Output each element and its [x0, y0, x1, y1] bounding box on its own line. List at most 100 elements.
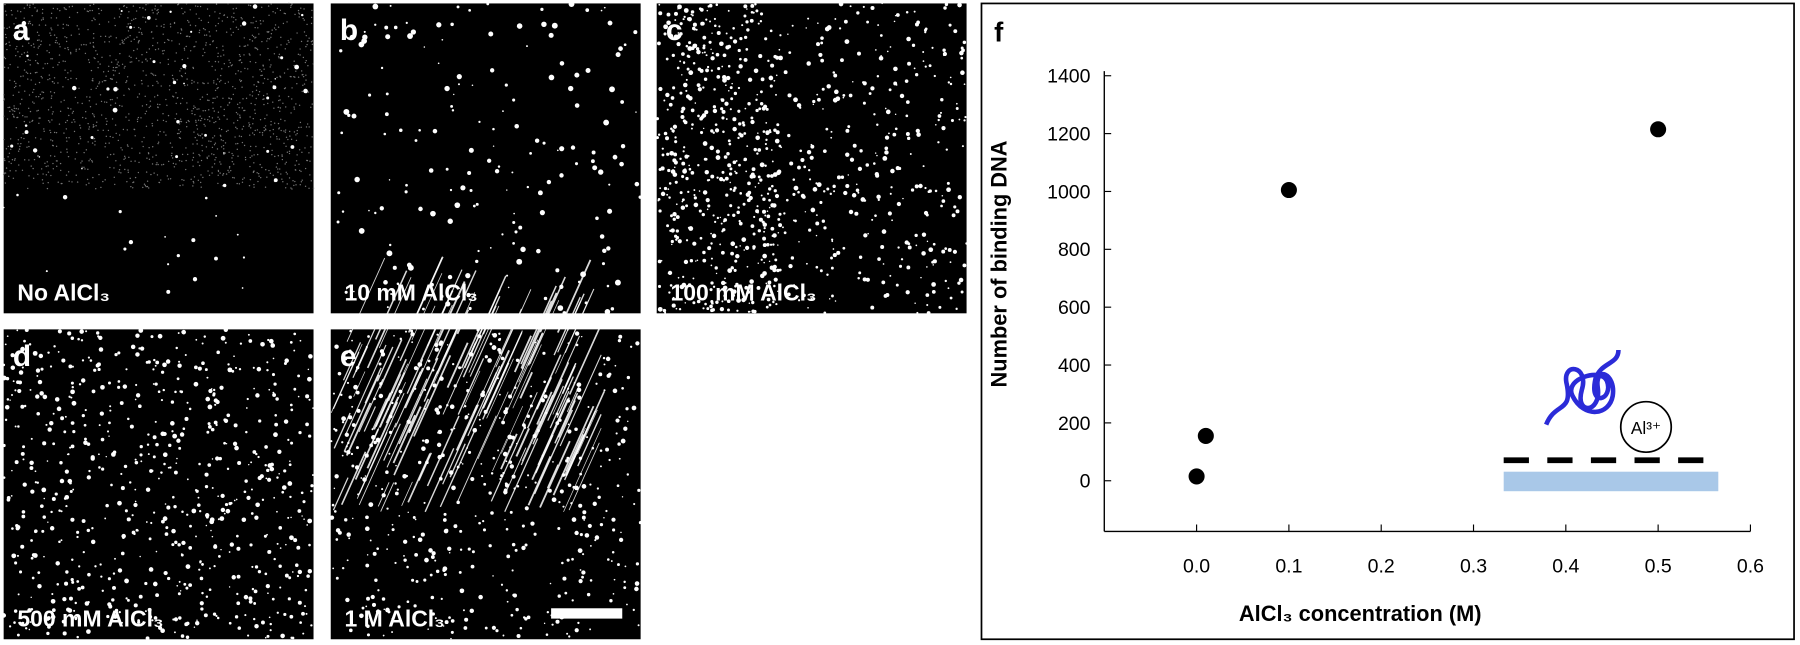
speckle — [657, 41, 661, 45]
speckle — [138, 60, 139, 61]
speckle — [112, 70, 113, 71]
speckle — [741, 237, 746, 242]
speckle — [76, 152, 77, 153]
speckle — [688, 155, 690, 157]
speckle — [66, 174, 67, 175]
speckle — [25, 130, 29, 134]
speckle — [43, 395, 48, 400]
speckle — [240, 59, 241, 60]
speckle — [163, 452, 168, 457]
speckle — [271, 29, 272, 30]
speckle — [207, 94, 208, 95]
speckle — [757, 132, 759, 134]
speckle — [16, 117, 17, 118]
speckle — [237, 143, 238, 144]
speckle — [386, 508, 388, 510]
speckle — [101, 101, 102, 102]
speckle — [18, 108, 19, 109]
speckle — [686, 45, 689, 48]
speckle — [257, 181, 258, 182]
speckle — [351, 453, 353, 455]
speckle — [128, 113, 129, 114]
speckle — [70, 397, 72, 399]
speckle — [621, 144, 625, 148]
speckle — [108, 577, 111, 580]
speckle — [278, 526, 282, 530]
speckle — [68, 49, 69, 50]
speckle — [279, 54, 280, 55]
speckle — [189, 408, 192, 411]
speckle — [779, 34, 781, 36]
speckle — [148, 453, 150, 455]
speckle — [263, 147, 264, 148]
speckle — [69, 17, 70, 18]
speckle — [80, 138, 81, 139]
speckle — [734, 171, 736, 173]
speckle — [236, 601, 240, 605]
speckle — [750, 120, 754, 124]
speckle — [212, 41, 213, 42]
speckle — [762, 237, 766, 241]
speckle — [512, 543, 516, 547]
speckle — [286, 21, 287, 22]
speckle — [68, 171, 69, 172]
speckle — [91, 70, 92, 71]
speckle — [29, 60, 30, 61]
speckle — [49, 130, 50, 131]
speckle — [658, 209, 661, 212]
speckle — [507, 601, 509, 603]
speckle — [95, 125, 96, 126]
speckle — [49, 74, 50, 75]
speckle — [253, 186, 254, 187]
speckle — [914, 303, 915, 304]
speckle — [81, 586, 85, 590]
speckle — [763, 243, 767, 247]
speckle — [950, 83, 952, 85]
speckle — [152, 163, 153, 164]
speckle — [134, 84, 135, 85]
speckle — [13, 116, 14, 117]
speckle — [187, 109, 188, 110]
speckle — [153, 435, 157, 439]
speckle — [124, 156, 125, 157]
speckle — [281, 178, 282, 179]
speckle — [896, 84, 898, 86]
speckle — [98, 83, 99, 84]
speckle — [201, 361, 205, 365]
speckle — [209, 44, 210, 45]
speckle — [96, 331, 99, 334]
speckle — [6, 37, 7, 38]
speckle — [41, 530, 44, 533]
speckle — [273, 129, 274, 130]
speckle — [187, 20, 188, 21]
speckle — [890, 169, 895, 174]
speckle — [760, 90, 763, 93]
speckle — [136, 393, 140, 397]
speckle — [418, 207, 423, 212]
speckle — [209, 588, 212, 591]
speckle — [67, 331, 71, 335]
speckle — [94, 138, 95, 139]
speckle — [135, 352, 139, 356]
speckle — [170, 178, 171, 179]
speckle — [75, 50, 76, 51]
speckle — [10, 149, 11, 150]
speckle — [164, 571, 168, 575]
speckle — [35, 96, 36, 97]
speckle — [32, 553, 36, 557]
speckle — [710, 233, 712, 235]
speckle — [91, 527, 93, 529]
speckle — [300, 171, 301, 172]
speckle — [171, 155, 172, 156]
speckle — [870, 6, 874, 10]
data-point — [1198, 428, 1214, 444]
speckle — [99, 563, 101, 565]
speckle — [50, 139, 51, 140]
speckle — [136, 36, 137, 37]
speckle — [873, 162, 876, 165]
speckle — [713, 88, 715, 90]
speckle — [362, 35, 367, 40]
speckle — [204, 473, 208, 477]
speckle — [146, 487, 150, 491]
speckle — [68, 396, 70, 398]
